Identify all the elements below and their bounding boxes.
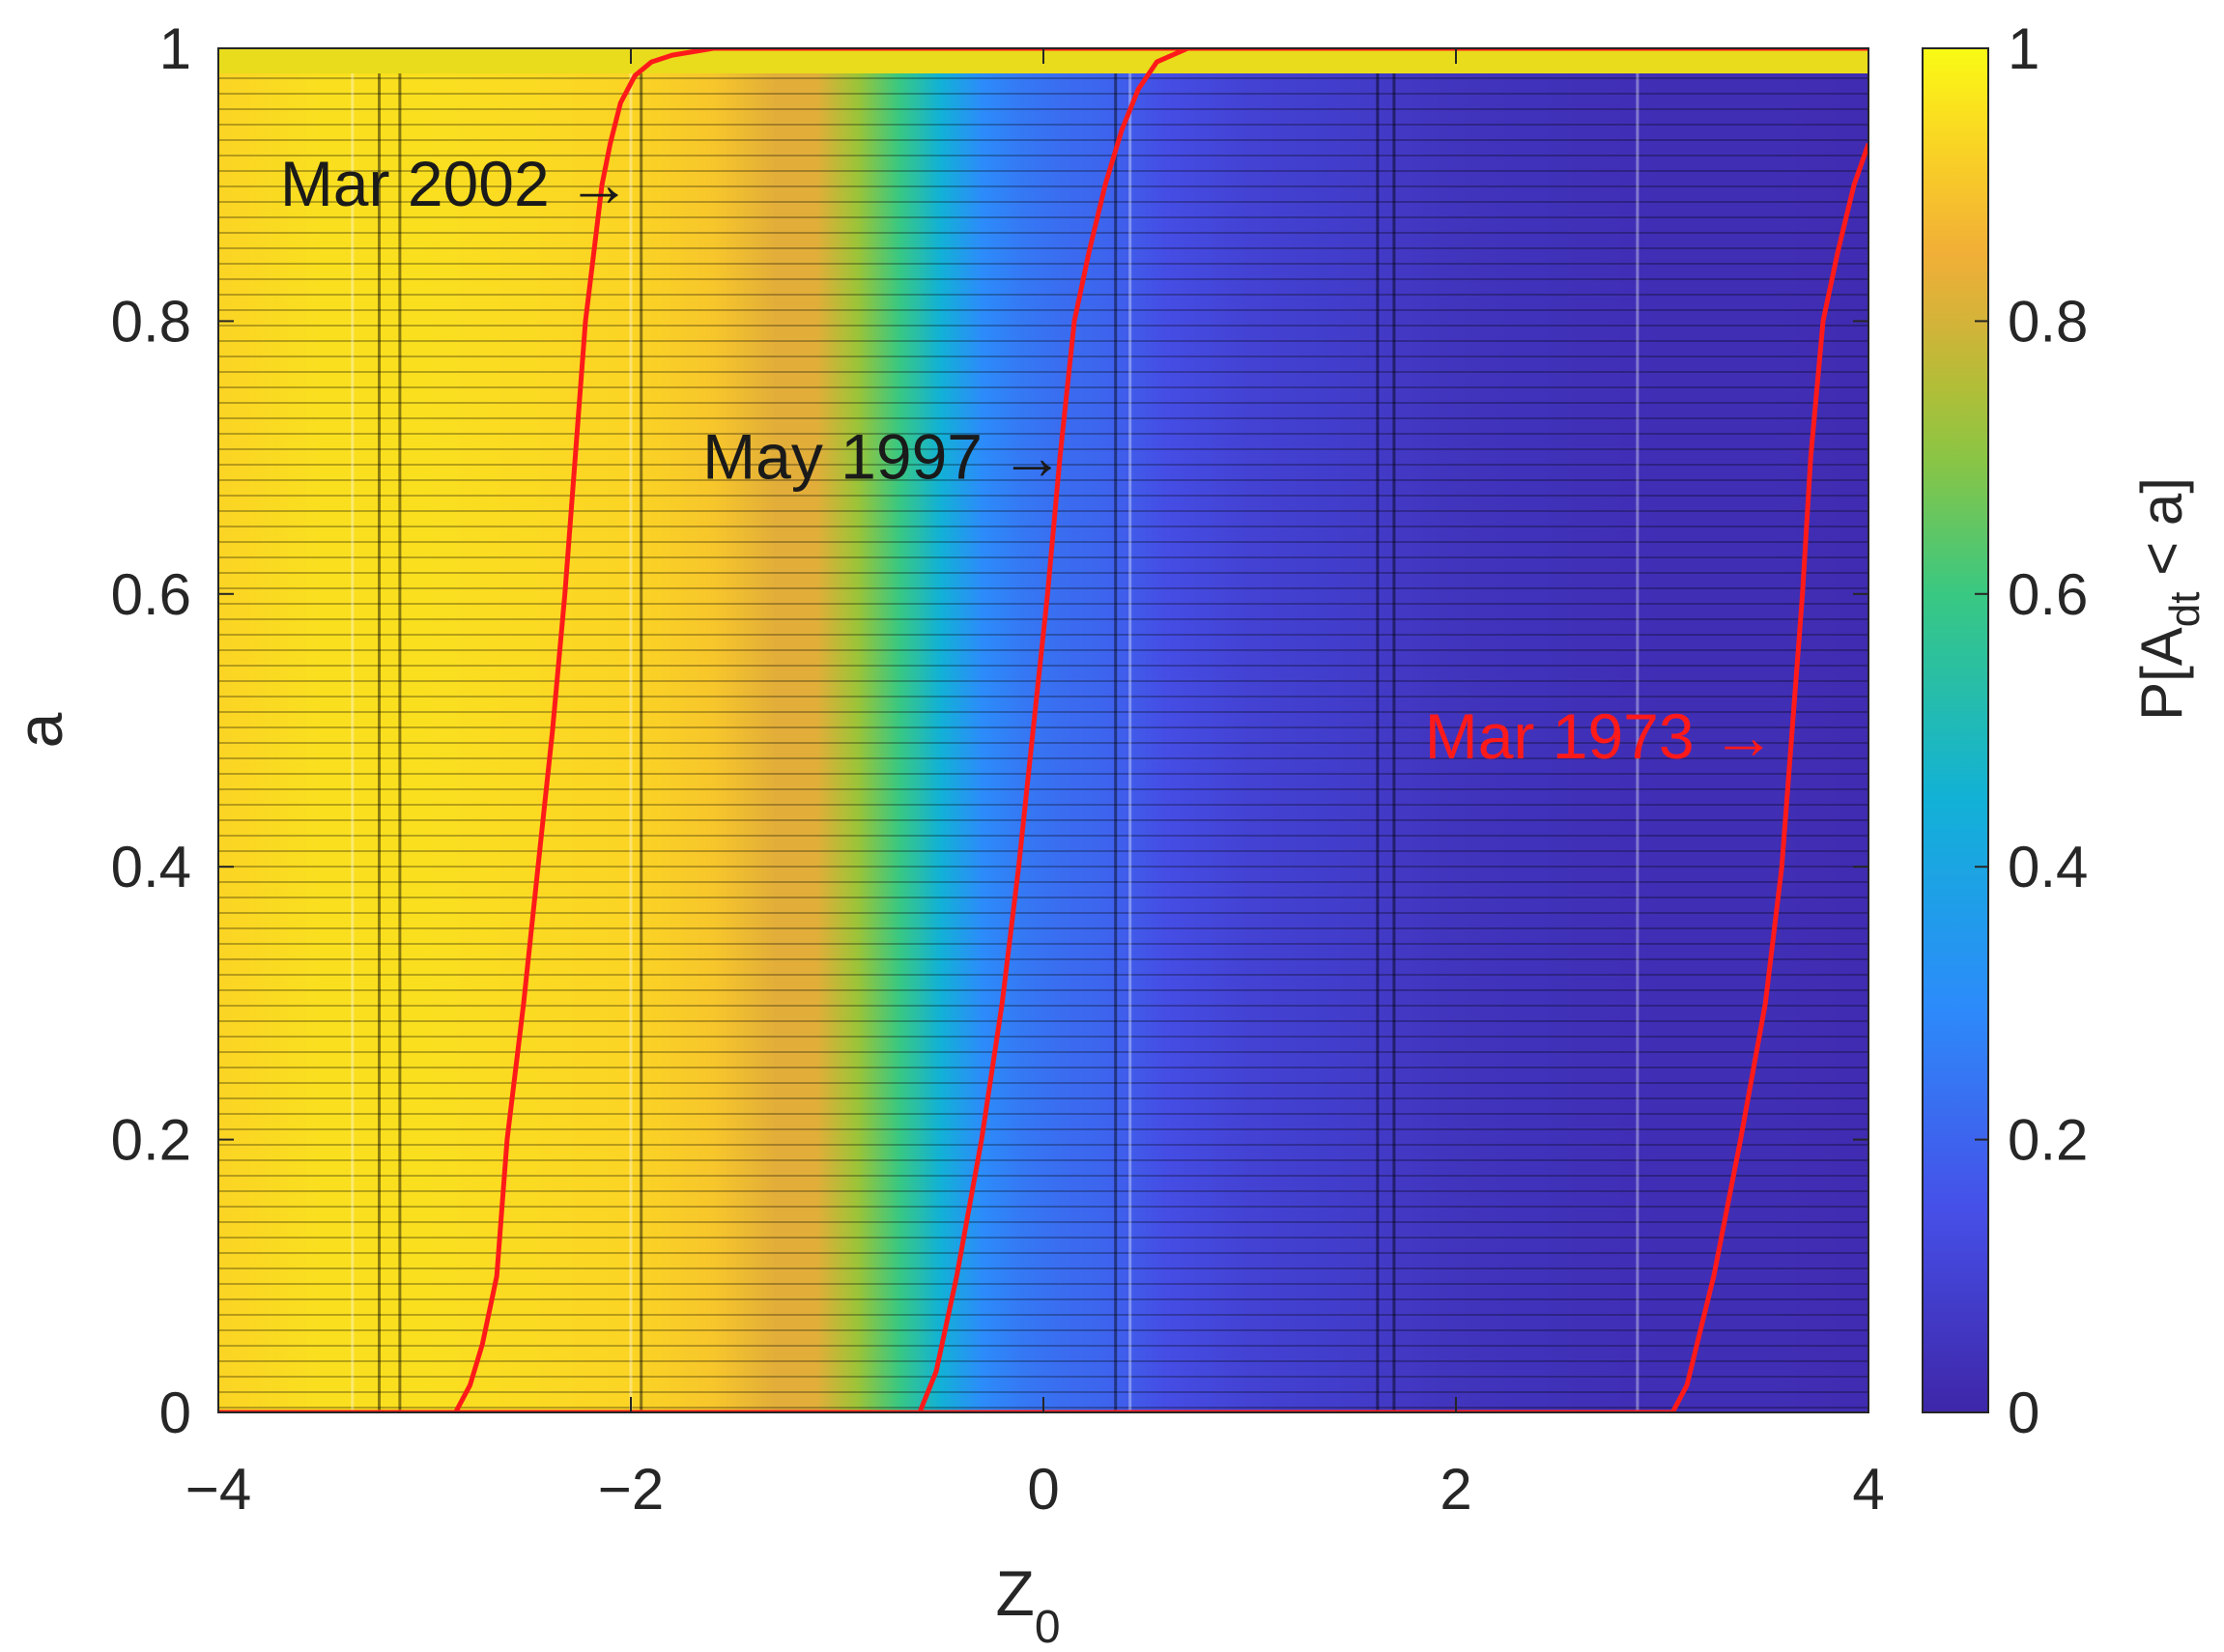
colorbar-label-main: P[A <box>2129 627 2194 721</box>
curve-annotation-1: May 1997 → <box>702 421 1064 493</box>
colorbar-tick-label: 1 <box>2008 16 2039 81</box>
colorbar: 0 0.2 0.4 0.6 0.8 1 P[Adt < a] <box>1922 16 2209 1445</box>
colorbar-tick-label: 0 <box>2008 1381 2039 1445</box>
colorbar-label-sub: dt <box>2161 592 2209 628</box>
y-axis: 0 0.2 0.4 0.6 0.8 1 <box>111 16 1868 1445</box>
colorbar-label: P[Adt < a] <box>2129 477 2209 721</box>
colorbar-bar <box>1922 47 1989 1413</box>
y-tick-label: 0 <box>159 1381 191 1445</box>
colorbar-tick-label: 0.6 <box>2008 562 2088 627</box>
colorbar-label-rest: < a] <box>2129 477 2194 591</box>
annotations: Mar 2002 → May 1997 → Mar 1973 → <box>280 148 1776 772</box>
y-tick-label: 0.6 <box>111 562 191 627</box>
x-axis-label-sub: 0 <box>1035 1602 1061 1652</box>
colorbar-tick-label: 0.8 <box>2008 289 2088 354</box>
cdf-curve-0 <box>453 48 1868 1412</box>
x-axis-label-main: Z <box>995 1557 1034 1629</box>
x-axis: −4 −2 0 2 4 <box>185 48 1885 1522</box>
cdf-curve-1 <box>917 48 1868 1412</box>
curve-annotation-2: Mar 1973 → <box>1425 700 1776 772</box>
x-tick-label: −4 <box>185 1457 251 1522</box>
cdf-curves <box>218 48 1868 1412</box>
colorbar-tick-label: 0.2 <box>2008 1108 2088 1173</box>
x-tick-label: 0 <box>1027 1457 1059 1522</box>
y-tick-label: 0.2 <box>111 1108 191 1173</box>
colorbar-tick-label: 0.4 <box>2008 835 2088 899</box>
x-axis-label: Z0 <box>995 1557 1060 1652</box>
heatmap-column-lines <box>351 48 1639 1412</box>
y-axis-label: a <box>4 712 75 748</box>
x-tick-label: 4 <box>1852 1457 1884 1522</box>
cdf-curve-2 <box>218 142 1868 1412</box>
y-tick-label: 0.8 <box>111 289 191 354</box>
x-tick-label: −2 <box>598 1457 664 1522</box>
curve-annotation-0: Mar 2002 → <box>280 148 631 219</box>
x-tick-label: 2 <box>1440 1457 1471 1522</box>
y-tick-label: 1 <box>159 16 191 81</box>
heatmap-row-stripes <box>218 48 1868 1412</box>
y-tick-label: 0.4 <box>111 835 191 899</box>
colorbar-ticks: 0 0.2 0.4 0.6 0.8 1 <box>1975 16 2088 1445</box>
